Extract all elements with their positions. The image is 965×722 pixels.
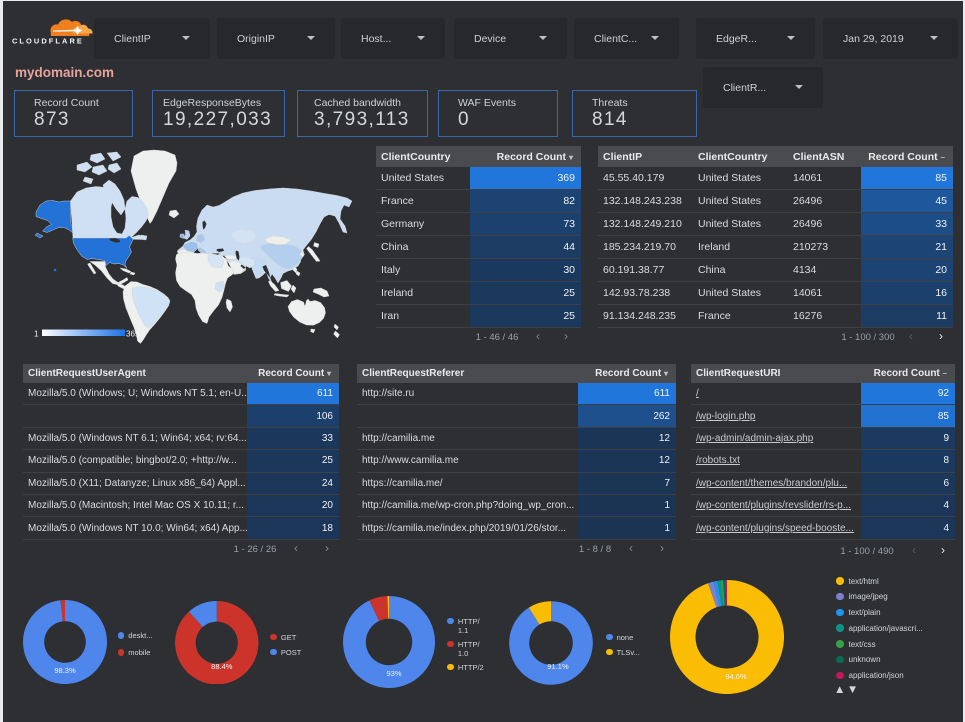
svg-text:CLOUDFLARE: CLOUDFLARE <box>12 37 84 46</box>
svg-text:93%: 93% <box>386 669 401 678</box>
svg-text:94.6%: 94.6% <box>725 672 747 681</box>
svg-text:1: 1 <box>34 330 39 339</box>
svg-text:369: 369 <box>126 330 140 339</box>
svg-text:98.3%: 98.3% <box>54 666 76 675</box>
svg-text:88.4%: 88.4% <box>211 661 233 670</box>
svg-text:91.1%: 91.1% <box>547 662 569 671</box>
